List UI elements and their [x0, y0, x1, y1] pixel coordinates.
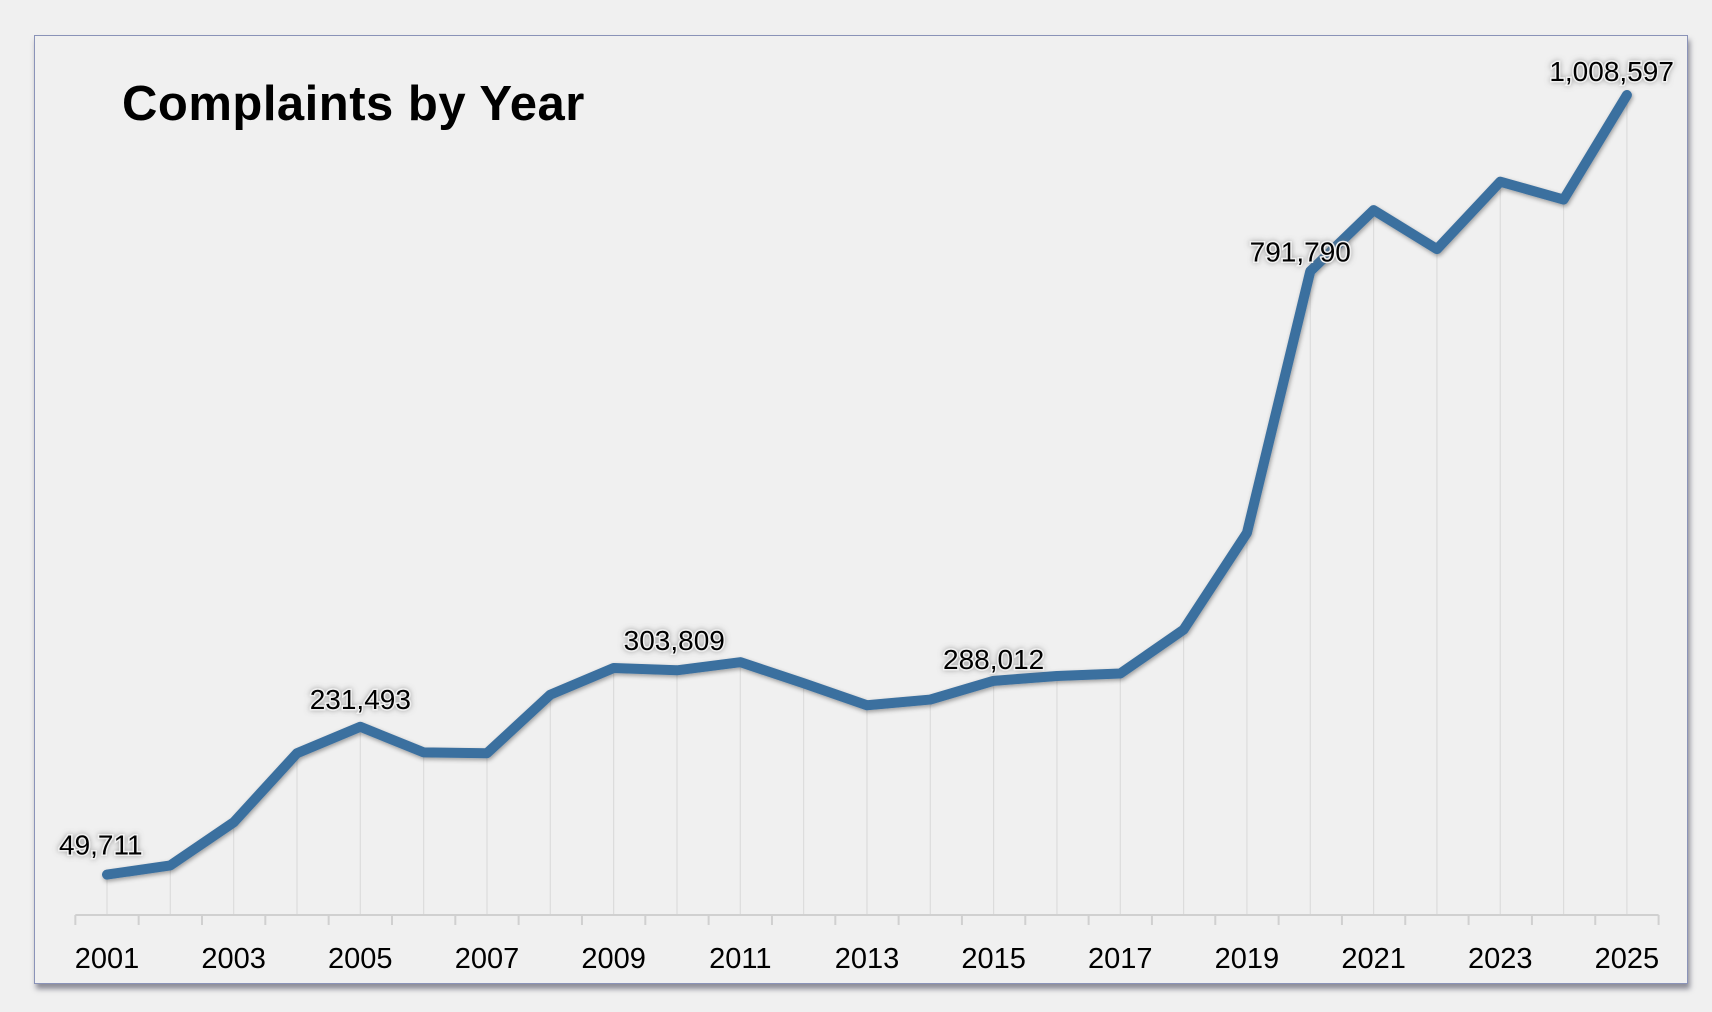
chart-title: Complaints by Year	[122, 77, 585, 131]
x-tick-label: 2023	[1468, 943, 1533, 975]
x-tick-label: 2019	[1215, 943, 1280, 975]
x-tick-label: 2013	[835, 943, 900, 975]
data-label: 231,493	[310, 684, 411, 715]
x-tick-label: 2005	[328, 943, 393, 975]
x-tick-label: 2001	[75, 943, 140, 975]
x-tick-label: 2011	[709, 943, 771, 975]
x-tick-label: 2003	[201, 943, 266, 975]
data-label: 303,809	[624, 625, 725, 656]
x-tick-label: 2025	[1595, 943, 1660, 975]
x-tick-label: 2009	[581, 943, 646, 975]
x-tick-label: 2021	[1341, 943, 1406, 975]
x-tick-label: 2007	[455, 943, 520, 975]
data-label: 49,711	[59, 830, 143, 861]
chart-panel	[34, 35, 1688, 984]
data-label: 288,012	[943, 644, 1044, 675]
x-tick-label: 2017	[1088, 943, 1153, 975]
x-tick-label: 2015	[961, 943, 1026, 975]
data-label: 1,008,597	[1549, 56, 1674, 87]
data-label: 791,790	[1250, 236, 1351, 267]
